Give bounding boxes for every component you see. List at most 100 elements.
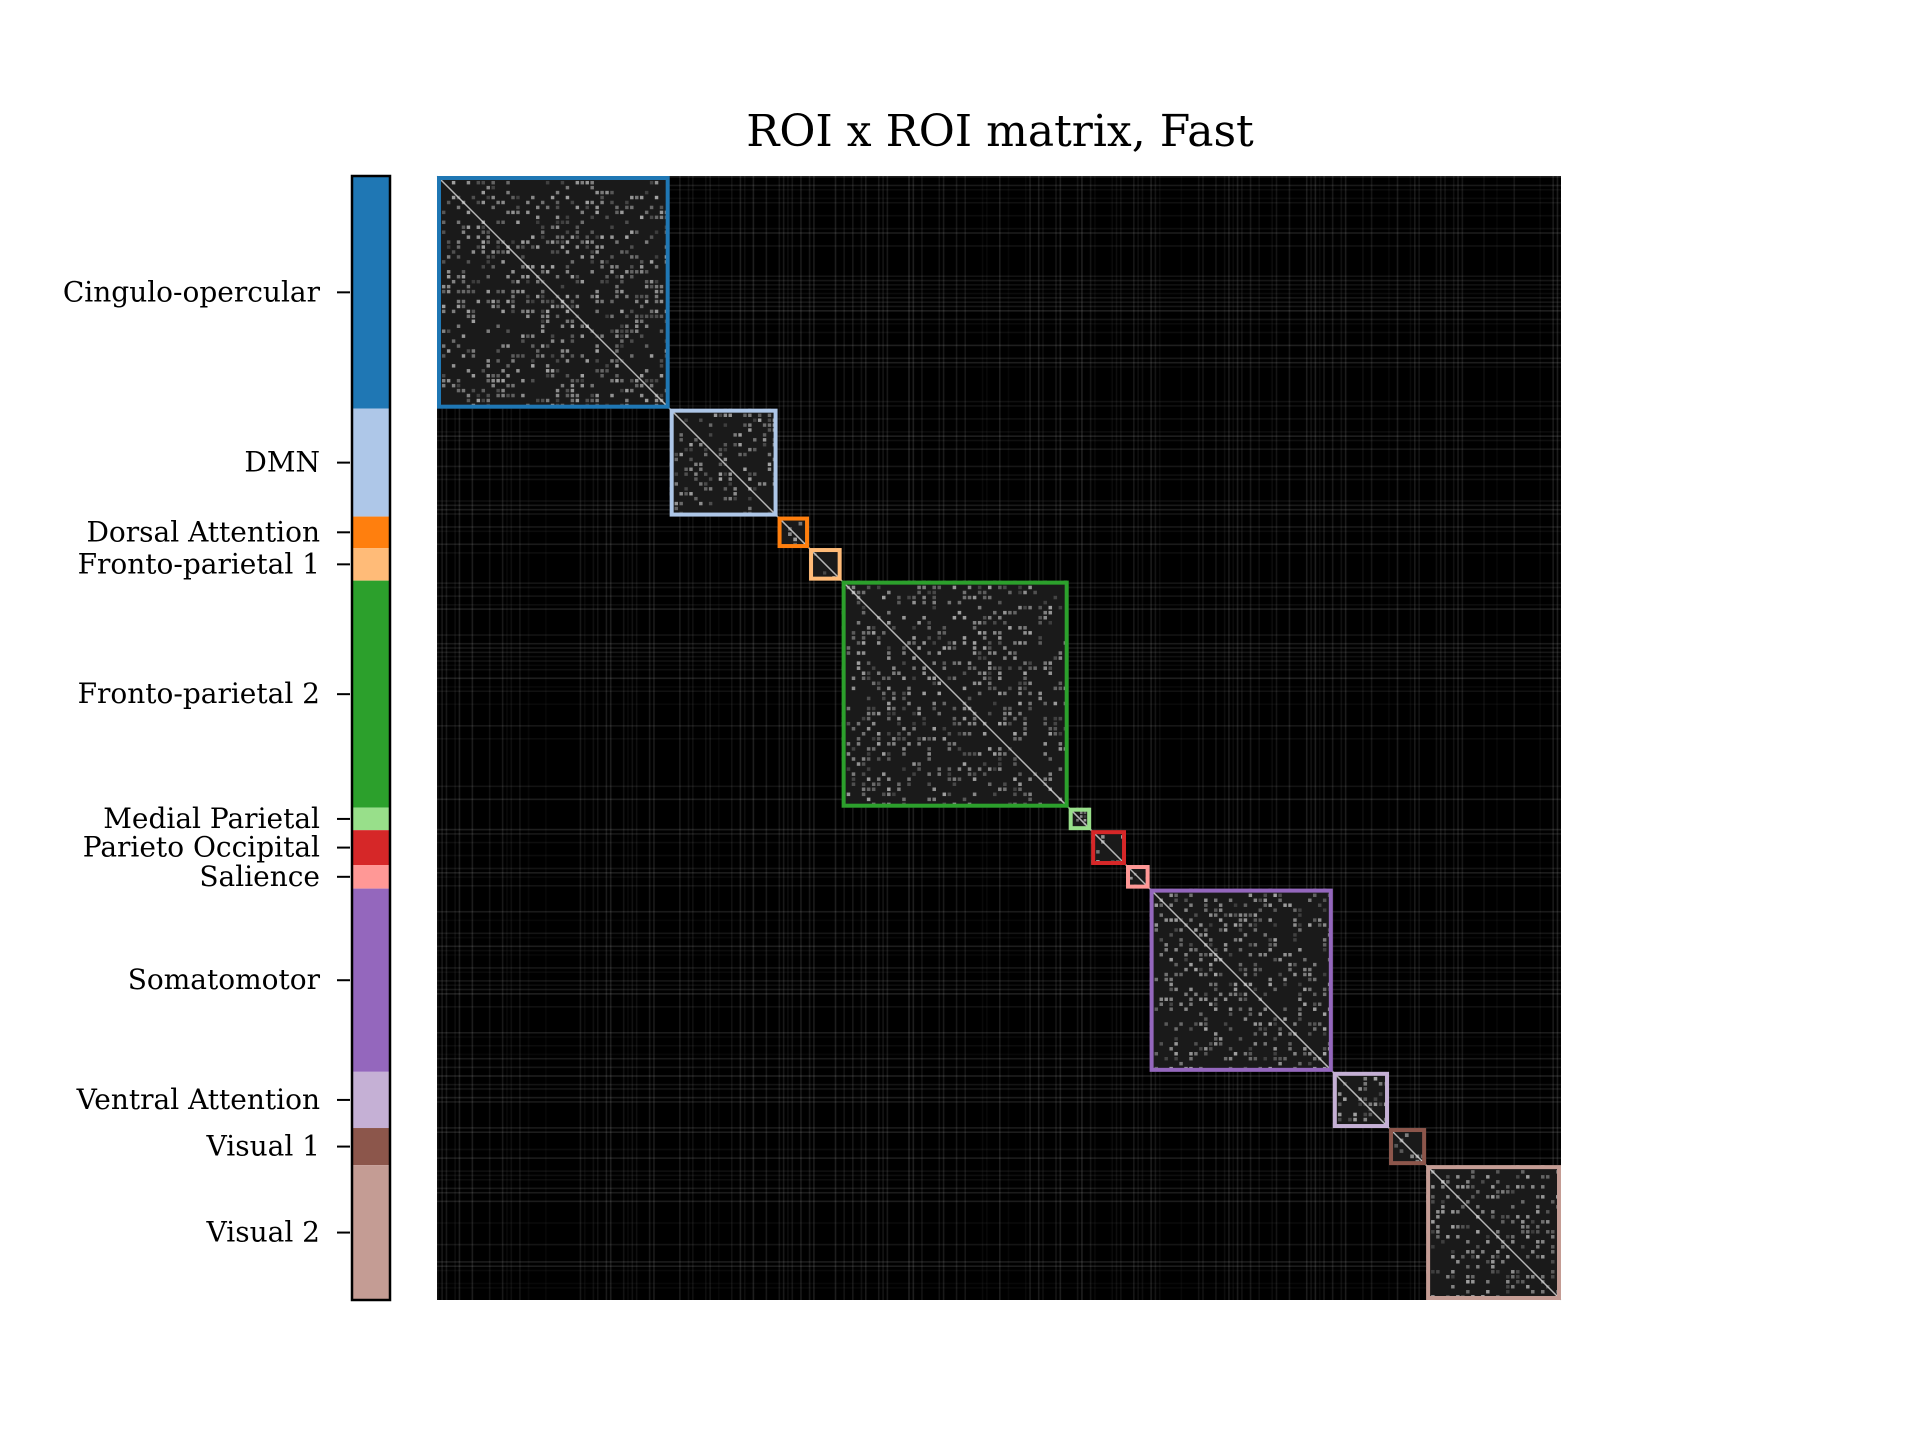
block-cell bbox=[1436, 1235, 1440, 1239]
block-cell bbox=[897, 787, 901, 792]
block-cell bbox=[659, 359, 664, 363]
block-cell bbox=[1018, 691, 1022, 696]
block-cell bbox=[570, 200, 575, 205]
block-cell bbox=[1253, 898, 1258, 902]
heatmap-row-stripe bbox=[437, 184, 1561, 187]
block-cell bbox=[912, 641, 916, 645]
block-cell bbox=[654, 378, 659, 383]
block-cell bbox=[615, 329, 619, 333]
block-cell bbox=[625, 314, 629, 319]
block-cell bbox=[977, 671, 982, 675]
block-cell bbox=[871, 787, 876, 792]
block-cell bbox=[486, 359, 490, 363]
block-cell bbox=[570, 339, 575, 343]
block-cell bbox=[516, 369, 520, 373]
block-cell bbox=[718, 462, 723, 467]
block-cell bbox=[907, 732, 911, 736]
block-cell bbox=[987, 615, 992, 620]
block-cell bbox=[639, 270, 644, 274]
heatmap-column-stripe bbox=[501, 176, 504, 1300]
block-cell bbox=[876, 777, 881, 781]
block-cell bbox=[902, 676, 906, 681]
block-cell bbox=[1164, 1022, 1168, 1026]
heatmap-row-stripe bbox=[437, 1170, 1561, 1172]
block-cell bbox=[1436, 1225, 1440, 1229]
heatmap-column-stripe bbox=[709, 176, 711, 1300]
block-cell bbox=[565, 240, 570, 244]
block-cell bbox=[952, 777, 957, 781]
block-cell bbox=[570, 354, 575, 358]
block-cell bbox=[476, 393, 481, 398]
block-cell bbox=[1169, 918, 1173, 922]
block-cell bbox=[446, 200, 451, 205]
block-cell bbox=[506, 210, 510, 215]
block-cell bbox=[635, 378, 639, 383]
block-cell bbox=[496, 245, 500, 249]
block-cell bbox=[639, 304, 644, 309]
block-cell bbox=[1159, 903, 1163, 907]
block-cell bbox=[866, 767, 871, 771]
block-cell bbox=[1268, 903, 1272, 907]
heatmap-row-stripe bbox=[437, 1222, 1561, 1224]
block-cell bbox=[947, 676, 952, 681]
heatmap-row-stripe bbox=[437, 988, 1561, 991]
block-cell bbox=[998, 762, 1002, 766]
block-cell bbox=[723, 487, 728, 491]
block-cell bbox=[1436, 1270, 1440, 1274]
block-cell bbox=[713, 413, 718, 418]
block-cell bbox=[1194, 1022, 1198, 1026]
block-cell bbox=[679, 452, 683, 457]
block-cell bbox=[496, 324, 500, 328]
block-cell bbox=[501, 388, 505, 393]
block-cell bbox=[861, 631, 866, 635]
block-cell bbox=[987, 641, 992, 645]
network-boxes bbox=[437, 176, 1561, 1300]
block-cell bbox=[1313, 1022, 1317, 1026]
block-cell bbox=[922, 600, 926, 605]
block-cell bbox=[1263, 1042, 1267, 1046]
block-cell bbox=[987, 711, 992, 716]
block-cell bbox=[555, 190, 560, 195]
block-cell bbox=[718, 472, 723, 476]
block-cell bbox=[610, 359, 614, 363]
tick-label-salience: Salience bbox=[199, 860, 320, 893]
block-cell bbox=[887, 656, 891, 660]
block-cell bbox=[600, 195, 604, 200]
block-cell bbox=[620, 329, 624, 333]
block-cell bbox=[1308, 1022, 1312, 1026]
block-cell bbox=[1278, 1027, 1282, 1031]
block-cell bbox=[1159, 913, 1163, 917]
block-cell bbox=[1096, 850, 1100, 854]
block-cell bbox=[748, 496, 752, 501]
block-cell bbox=[887, 621, 891, 625]
block-cell bbox=[927, 636, 931, 640]
block-cell bbox=[1023, 641, 1027, 645]
block-cell bbox=[972, 666, 977, 670]
block-cell bbox=[1174, 898, 1178, 902]
block-cell bbox=[496, 388, 500, 393]
heatmap-column-stripe bbox=[1288, 176, 1291, 1300]
block-cell bbox=[1238, 997, 1243, 1002]
block-cell bbox=[496, 374, 500, 378]
block-cell bbox=[610, 265, 614, 269]
block-cell bbox=[649, 383, 654, 388]
block-diagonal-ventral-attention bbox=[1332, 1071, 1390, 1129]
block-cell bbox=[456, 240, 461, 244]
block-cell bbox=[1218, 992, 1223, 997]
block-cell bbox=[1273, 908, 1277, 912]
heatmap-column-stripe bbox=[437, 176, 439, 1300]
block-cell bbox=[887, 711, 891, 716]
block-cell bbox=[1293, 1052, 1297, 1056]
block-cell bbox=[902, 646, 906, 650]
block-cell bbox=[1238, 967, 1243, 972]
block-cell bbox=[866, 757, 871, 761]
block-cell bbox=[625, 334, 629, 338]
block-cell bbox=[1228, 898, 1233, 902]
heatmap-row-stripe bbox=[437, 305, 1561, 308]
block-cell bbox=[1194, 913, 1198, 917]
block-cell bbox=[1313, 1002, 1317, 1006]
block-cell bbox=[1154, 903, 1159, 907]
heatmap-row-stripe bbox=[437, 1191, 1561, 1194]
block-cell bbox=[977, 656, 982, 660]
block-cell bbox=[1164, 948, 1168, 952]
